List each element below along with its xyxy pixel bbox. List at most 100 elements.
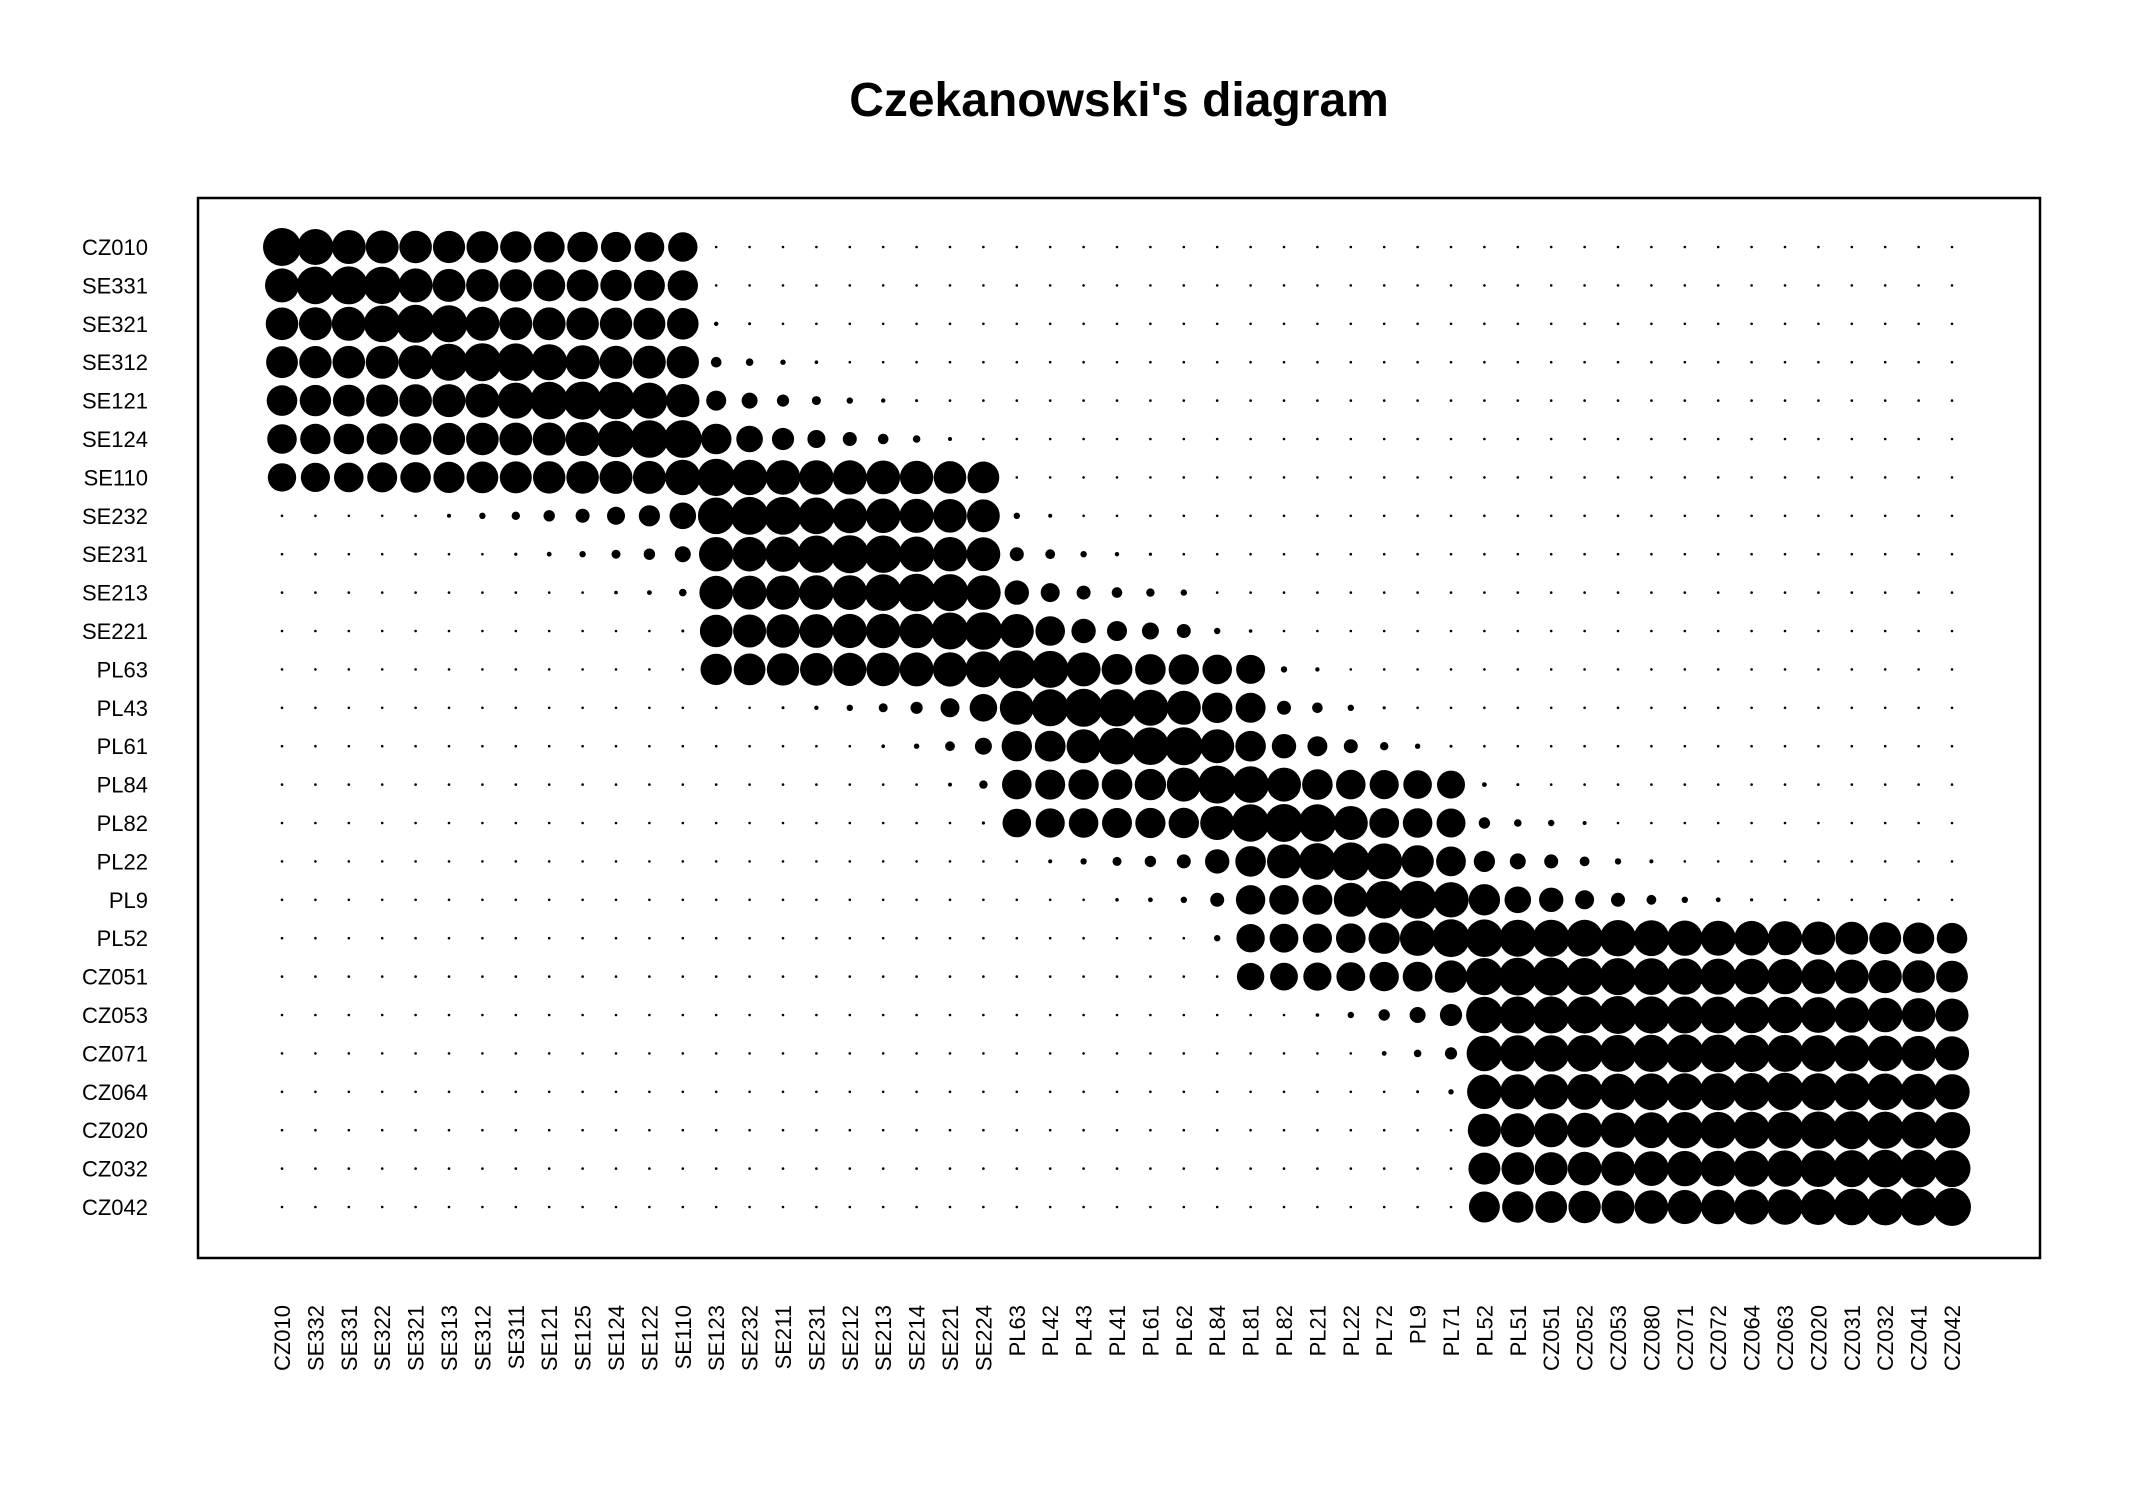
dot-cz051-pl62 <box>1183 975 1186 978</box>
dot-se231-cz020 <box>1817 553 1820 556</box>
dot-se124-cz072 <box>1717 438 1720 441</box>
dot-se124-pl81 <box>1249 438 1252 441</box>
dot-cz071-se332 <box>314 1052 317 1055</box>
dot-pl52-se221 <box>949 937 952 940</box>
dot-pl82-cz080 <box>1650 822 1653 825</box>
dot-cz053-pl52 <box>1466 997 1503 1034</box>
dot-se121-cz031 <box>1851 399 1854 402</box>
dot-cz032-pl41 <box>1116 1167 1119 1170</box>
dot-se231-se213 <box>865 536 902 573</box>
dot-cz064-pl84 <box>1216 1091 1219 1094</box>
dot-se331-cz042 <box>1951 284 1954 287</box>
dot-se121-se213 <box>881 398 885 402</box>
dot-cz042-pl42 <box>1049 1206 1052 1209</box>
dot-se312-pl21 <box>1316 361 1319 364</box>
dot-pl61-pl84 <box>1200 729 1234 763</box>
dot-cz010-pl9 <box>1416 246 1419 249</box>
dot-se124-cz053 <box>1617 438 1620 441</box>
dot-se331-pl42 <box>1049 284 1052 287</box>
dot-pl43-cz064 <box>1750 707 1753 710</box>
dot-cz032-pl72 <box>1383 1167 1386 1170</box>
dot-pl9-pl41 <box>1115 898 1119 902</box>
dot-pl9-pl61 <box>1148 897 1153 902</box>
dot-se321-pl71 <box>1450 323 1453 326</box>
dot-se232-pl22 <box>1350 515 1353 518</box>
dot-pl43-pl21 <box>1312 703 1323 714</box>
dot-pl22-se322 <box>381 860 384 863</box>
dot-pl82-pl72 <box>1369 808 1399 838</box>
dot-se331-se331 <box>330 266 368 304</box>
dot-se221-cz031 <box>1851 630 1854 633</box>
row-label: SE232 <box>82 504 148 529</box>
dot-cz064-pl42 <box>1049 1091 1052 1094</box>
dot-pl84-se232 <box>748 783 751 786</box>
dot-se331-cz053 <box>1617 284 1620 287</box>
dot-cz053-cz052 <box>1566 996 1603 1033</box>
dot-se312-pl84 <box>1216 361 1219 364</box>
column-label: SE110 <box>671 1305 696 1369</box>
dot-cz051-pl72 <box>1370 962 1399 991</box>
dot-cz010-se123 <box>715 246 718 249</box>
dot-se121-se122 <box>631 383 667 419</box>
dot-se110-se221 <box>934 461 967 494</box>
dot-pl43-se331 <box>348 707 351 710</box>
dot-cz042-se232 <box>748 1206 751 1209</box>
dot-se221-cz051 <box>1550 630 1553 633</box>
dot-cz051-se124 <box>615 975 618 978</box>
dot-pl82-cz052 <box>1583 821 1587 825</box>
dot-cz032-cz072 <box>1700 1151 1736 1187</box>
dot-cz053-cz042 <box>1936 999 1969 1032</box>
column-label: CZ063 <box>1773 1305 1798 1371</box>
dot-se213-cz080 <box>1650 591 1653 594</box>
dot-cz064-cz053 <box>1600 1074 1636 1110</box>
dot-se124-se231 <box>807 430 825 448</box>
dot-pl43-cz072 <box>1717 707 1720 710</box>
dot-se321-pl82 <box>1283 323 1286 326</box>
dot-cz064-se121 <box>548 1091 551 1094</box>
dot-pl63-pl62 <box>1169 654 1199 684</box>
dot-pl61-pl62 <box>1165 727 1203 765</box>
dot-cz071-se125 <box>581 1052 584 1055</box>
dot-se321-pl51 <box>1517 323 1520 326</box>
dot-cz064-pl81 <box>1249 1091 1252 1094</box>
dot-se331-cz041 <box>1917 284 1920 287</box>
dot-se231-se312 <box>481 553 484 556</box>
dot-pl82-cz064 <box>1750 822 1753 825</box>
dot-se232-cz071 <box>1684 515 1687 518</box>
dot-pl84-cz064 <box>1750 783 1753 786</box>
dot-cz020-pl22 <box>1350 1129 1353 1132</box>
dot-se331-cz031 <box>1851 284 1854 287</box>
dot-se221-cz064 <box>1750 630 1753 633</box>
dot-pl43-pl72 <box>1383 706 1386 709</box>
dot-se213-se224 <box>966 575 1001 610</box>
dot-cz020-se110 <box>682 1129 685 1132</box>
dot-cz010-se213 <box>882 246 885 249</box>
dot-pl61-pl81 <box>1235 731 1266 762</box>
dot-pl52-pl52 <box>1466 919 1504 957</box>
dot-se124-pl52 <box>1483 438 1486 441</box>
dot-se110-se122 <box>633 461 666 494</box>
dot-se213-se211 <box>766 576 800 610</box>
dot-cz064-se321 <box>414 1091 417 1094</box>
dot-cz042-se231 <box>815 1206 818 1209</box>
dot-se321-cz010 <box>266 308 299 341</box>
dot-pl84-cz042 <box>1951 783 1954 786</box>
dot-se124-pl21 <box>1316 438 1319 441</box>
dot-pl82-se213 <box>882 822 885 825</box>
dot-pl52-se212 <box>849 937 852 940</box>
dot-se232-cz042 <box>1951 515 1954 518</box>
column-label: PL72 <box>1372 1305 1397 1356</box>
dot-cz053-se313 <box>448 1014 451 1017</box>
dot-se321-se125 <box>566 308 599 341</box>
dot-pl52-se224 <box>982 937 985 940</box>
column-label: PL9 <box>1406 1305 1431 1344</box>
dot-pl82-cz063 <box>1784 822 1787 825</box>
dot-cz042-pl9 <box>1416 1206 1419 1209</box>
dot-se110-se211 <box>766 460 801 495</box>
dot-se121-cz041 <box>1917 399 1920 402</box>
dot-cz053-se312 <box>481 1014 484 1017</box>
dot-cz051-pl81 <box>1237 963 1264 990</box>
dot-pl84-se331 <box>348 783 351 786</box>
dot-se321-se321 <box>397 305 435 343</box>
dot-pl61-se122 <box>648 745 651 748</box>
